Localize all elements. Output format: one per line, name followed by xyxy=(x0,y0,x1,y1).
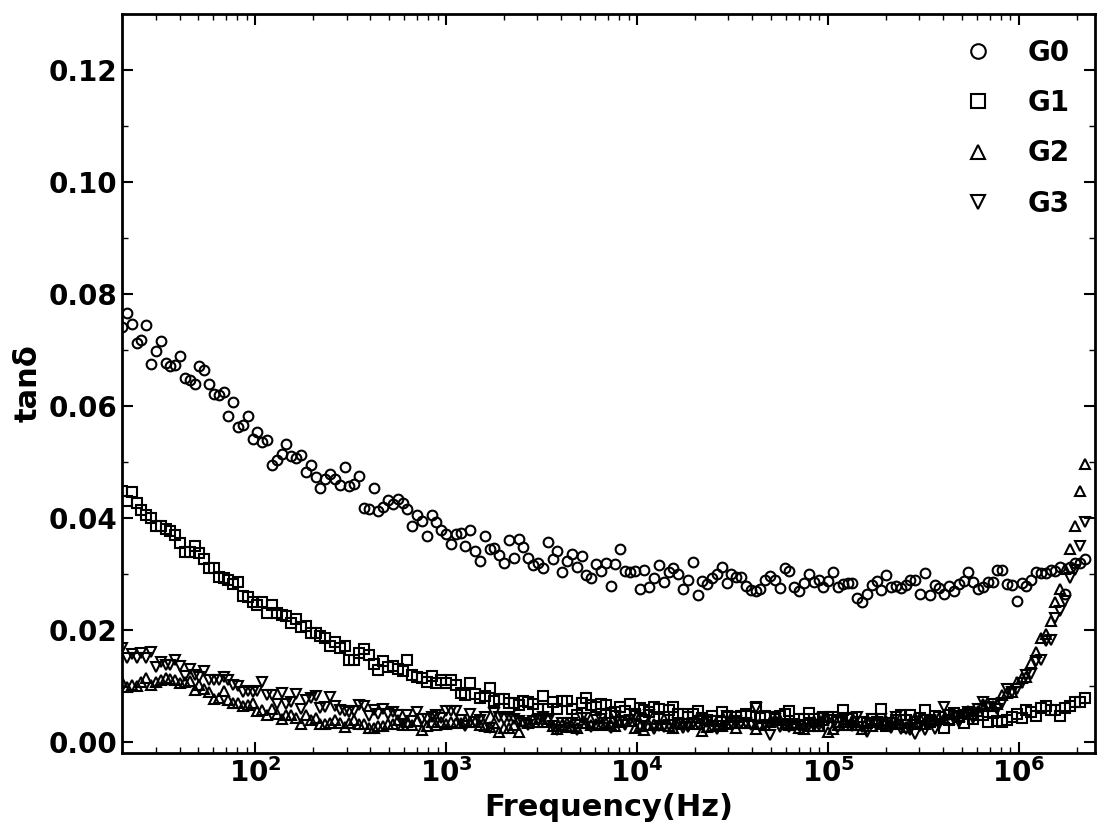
G0 xyxy=(377,502,390,512)
G3 xyxy=(372,709,385,719)
G3 xyxy=(1035,655,1048,665)
G0 xyxy=(159,358,172,368)
G3 xyxy=(154,656,167,666)
G0 xyxy=(1006,580,1019,590)
G2 xyxy=(1035,634,1048,644)
G3 xyxy=(115,643,129,653)
G0 xyxy=(855,597,868,607)
G0 xyxy=(120,308,133,319)
G0 xyxy=(179,373,192,383)
G0 xyxy=(1078,554,1091,564)
G0 xyxy=(1039,568,1052,579)
Line: G1: G1 xyxy=(118,486,1089,732)
G0 xyxy=(115,322,129,332)
G3 xyxy=(763,731,776,741)
G2 xyxy=(1000,688,1014,698)
G2 xyxy=(173,677,186,687)
G2 xyxy=(294,719,307,729)
G1 xyxy=(1078,692,1091,702)
Legend: G0, G1, G2, G3: G0, G1, G2, G3 xyxy=(939,28,1081,229)
G3 xyxy=(173,661,186,671)
Line: G2: G2 xyxy=(118,459,1089,737)
G2 xyxy=(115,677,129,687)
G2 xyxy=(822,727,835,737)
G1 xyxy=(1000,715,1014,725)
G3 xyxy=(1000,684,1014,694)
G1 xyxy=(173,538,186,548)
G2 xyxy=(1078,458,1091,468)
Line: G0: G0 xyxy=(118,308,1089,606)
G1 xyxy=(294,622,307,632)
G0 xyxy=(299,466,313,477)
G3 xyxy=(1078,517,1091,527)
Line: G3: G3 xyxy=(118,517,1089,740)
G1 xyxy=(937,723,950,733)
X-axis label: Frequency(Hz): Frequency(Hz) xyxy=(485,793,733,822)
G1 xyxy=(1035,703,1048,713)
G1 xyxy=(115,486,129,496)
G3 xyxy=(294,704,307,714)
G1 xyxy=(154,522,167,532)
G2 xyxy=(372,721,385,732)
G2 xyxy=(154,675,167,685)
G1 xyxy=(372,665,385,675)
Y-axis label: tanδ: tanδ xyxy=(14,344,43,422)
